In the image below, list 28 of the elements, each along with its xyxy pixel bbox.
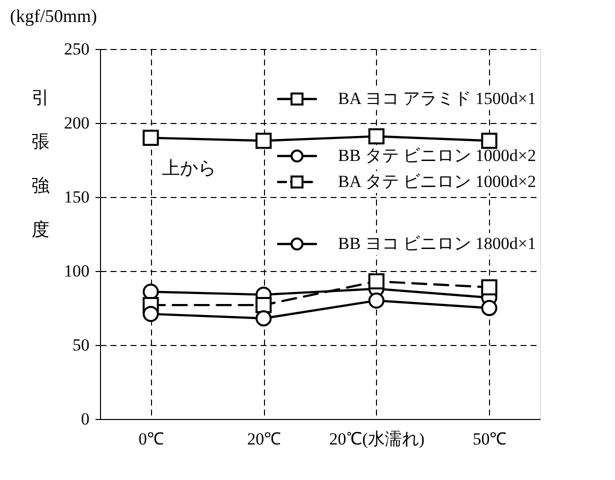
legend-label: BB ヨコ ビニロン 1800d×1 — [338, 234, 536, 253]
legend-label: BA ヨコ アラミド 1500d×1 — [338, 89, 536, 108]
point — [256, 310, 272, 326]
x-tick-label: 0℃ — [138, 430, 164, 448]
point — [481, 279, 498, 296]
text: 引張強度 — [32, 88, 50, 240]
point — [368, 273, 384, 290]
point — [481, 132, 498, 149]
x-tick-label: 20℃(水濡れ) — [329, 430, 425, 448]
point — [256, 296, 272, 314]
y-tick-label: 100 — [64, 262, 90, 280]
legend-label: BB タテ ビニロン 1000d×2 — [338, 146, 536, 165]
point — [368, 292, 384, 309]
y-tick-label: 50 — [72, 336, 90, 354]
annotation: 上から — [162, 158, 216, 178]
legend-label: BA タテ ビニロン 1000d×2 — [338, 172, 536, 191]
point — [481, 300, 498, 316]
point — [142, 130, 159, 146]
y-tick-label: 150 — [64, 188, 90, 206]
y-tick-label: 0 — [81, 410, 90, 428]
x-tick-label: 20℃ — [247, 430, 282, 448]
point — [142, 306, 159, 322]
point — [256, 132, 272, 149]
point — [368, 128, 384, 144]
y-tick-label: 250 — [64, 40, 90, 58]
chart-title: (kgf/50mm) — [10, 6, 97, 26]
y-tick-label: 200 — [64, 114, 90, 132]
x-tick-label: 50℃ — [472, 430, 507, 448]
